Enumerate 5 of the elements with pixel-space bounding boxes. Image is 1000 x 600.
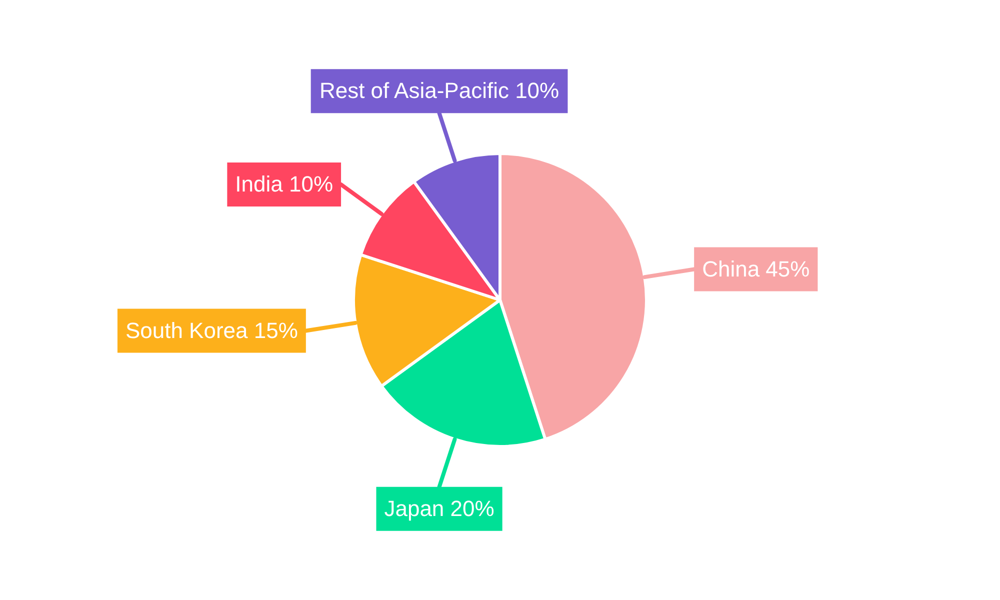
slice-label: South Korea 15% bbox=[125, 318, 298, 343]
slice-label: India 10% bbox=[235, 172, 334, 197]
slice-label: Japan 20% bbox=[384, 496, 494, 521]
slice-label: Rest of Asia-Pacific 10% bbox=[319, 78, 560, 104]
slice-label: China 45% bbox=[702, 256, 810, 282]
